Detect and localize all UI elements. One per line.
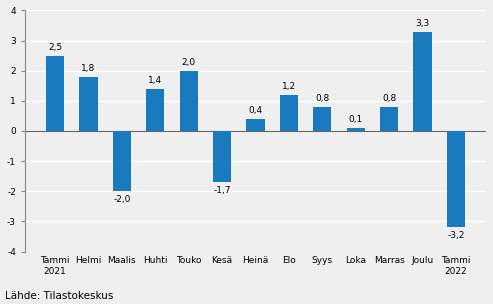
Text: 2,5: 2,5 [48,43,62,52]
Bar [447,131,465,227]
Text: 1,4: 1,4 [148,76,162,85]
Bar [280,95,298,131]
Text: 0,8: 0,8 [315,94,329,103]
Bar [146,89,165,131]
Text: 0,1: 0,1 [349,115,363,124]
Text: -1,7: -1,7 [213,186,231,195]
Text: 0,8: 0,8 [382,94,396,103]
Text: 2,0: 2,0 [181,58,196,67]
Text: Lähde: Tilastokeskus: Lähde: Tilastokeskus [5,291,113,301]
Bar [413,32,432,131]
Bar [46,56,64,131]
Bar [347,128,365,131]
Bar [313,107,331,131]
Bar [79,77,98,131]
Text: 0,4: 0,4 [248,106,263,115]
Bar [380,107,398,131]
Bar [113,131,131,191]
Text: 1,2: 1,2 [282,82,296,91]
Bar [179,71,198,131]
Bar [213,131,231,182]
Text: -3,2: -3,2 [447,231,464,240]
Bar [246,119,265,131]
Text: 1,8: 1,8 [81,64,96,73]
Text: 3,3: 3,3 [416,19,429,28]
Text: -2,0: -2,0 [113,195,131,204]
